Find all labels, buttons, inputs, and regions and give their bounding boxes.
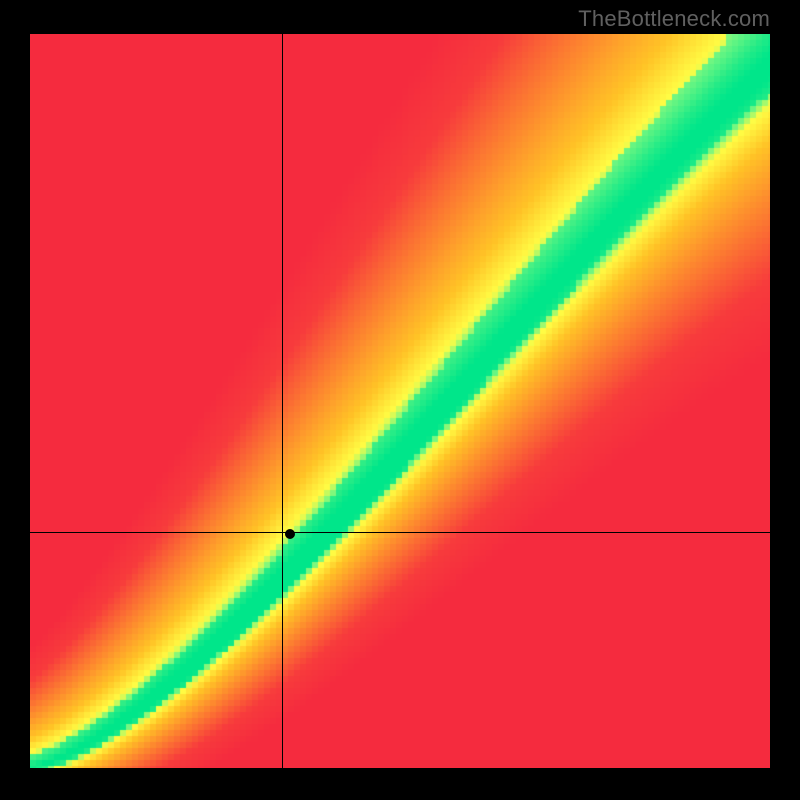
crosshair-vertical	[282, 34, 283, 768]
plot-area	[30, 34, 770, 768]
chart-container: TheBottleneck.com	[0, 0, 800, 800]
crosshair-horizontal	[30, 532, 770, 533]
watermark-label: TheBottleneck.com	[578, 6, 770, 32]
heatmap-canvas	[30, 34, 770, 768]
data-point-marker	[285, 529, 295, 539]
